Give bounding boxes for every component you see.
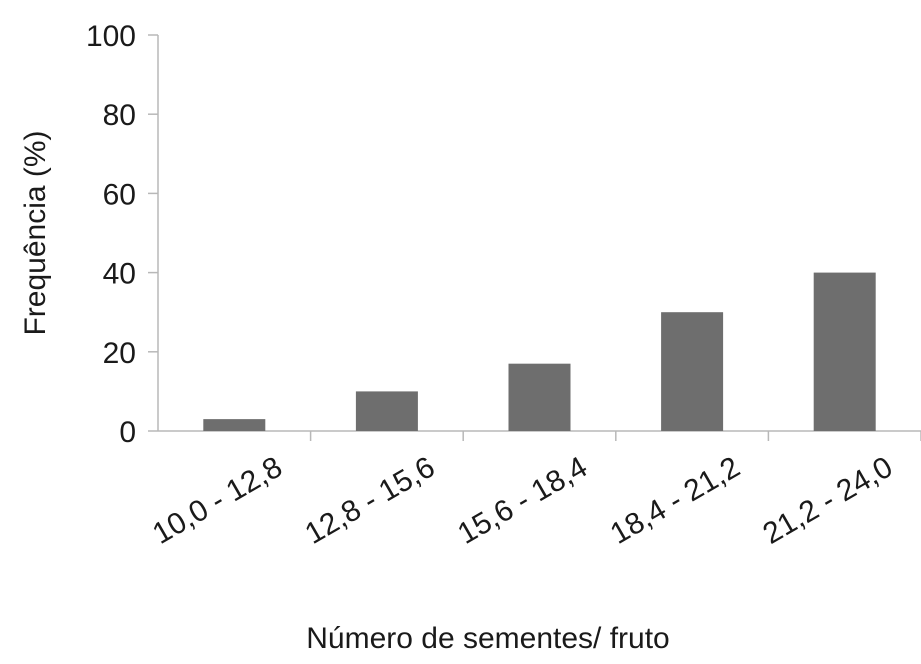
y-tick-label: 20	[103, 337, 136, 370]
bar-1	[203, 419, 266, 431]
bars	[203, 272, 876, 431]
y-axis-title: Frequência (%)	[19, 130, 52, 335]
x-tick-label: 15,6 - 18,4	[452, 450, 593, 550]
y-tick-label: 60	[103, 178, 136, 211]
x-tick-label: 21,2 - 24,0	[757, 450, 898, 550]
y-tick-label: 100	[86, 20, 136, 53]
x-tick-label: 18,4 - 21,2	[605, 450, 746, 550]
bar-2	[355, 391, 418, 431]
y-axis-ticks: 0 20 40 60 80 100	[86, 20, 158, 449]
x-tick-label: 10,0 - 12,8	[147, 450, 288, 550]
x-tick-label: 12,8 - 15,6	[300, 450, 441, 550]
y-tick-label: 80	[103, 99, 136, 132]
y-tick-label: 0	[119, 416, 136, 449]
bar-4	[661, 312, 724, 431]
bar-5	[813, 272, 876, 431]
x-axis-ticks: 10,0 - 12,8 12,8 - 15,6 15,6 - 18,4 18,4 - …	[147, 431, 921, 551]
plot-area: 0 20 40 60 80 100 10,0 - 12,8 12,8 - 15,6 15,6 …	[86, 20, 921, 551]
bar-3	[508, 363, 571, 431]
x-axis-title: Número de sementes/ fruto	[306, 622, 670, 655]
y-tick-label: 40	[103, 258, 136, 291]
